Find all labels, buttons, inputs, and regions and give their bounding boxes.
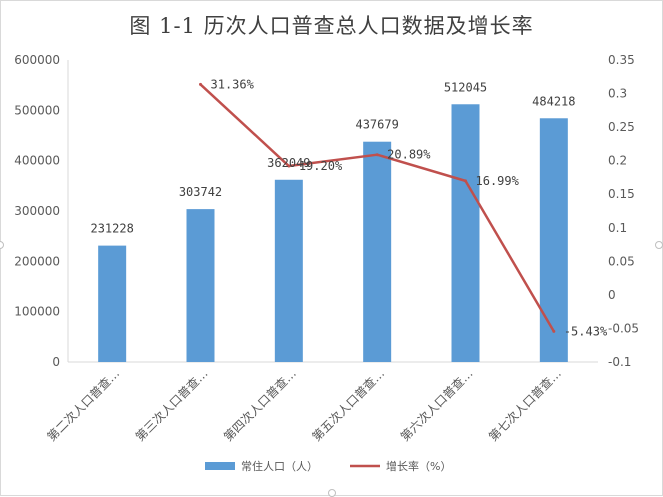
bar-data-label: 437679 <box>355 118 398 132</box>
left-tick-label: 200000 <box>14 254 60 268</box>
line-point <box>287 164 291 168</box>
bar-data-label: 484218 <box>532 94 575 108</box>
line-data-label: 19.20% <box>299 159 343 173</box>
right-tick-label: -0.05 <box>608 321 639 335</box>
bar <box>274 179 303 362</box>
category-label: 第六次人口普查… <box>398 366 476 444</box>
right-tick-label: 0.3 <box>608 87 627 101</box>
line-point <box>375 153 379 157</box>
line-point <box>199 82 202 86</box>
left-tick-label: 400000 <box>14 154 60 168</box>
legend-swatch-population <box>205 462 235 470</box>
left-tick-label: 300000 <box>14 204 60 218</box>
left-tick-label: 600000 <box>14 53 60 67</box>
category-label: 第三次人口普查… <box>133 366 211 444</box>
right-tick-label: 0.35 <box>608 53 635 67</box>
bar <box>98 245 127 362</box>
bar <box>363 141 392 362</box>
bar <box>186 209 215 362</box>
line-point <box>552 329 556 333</box>
right-tick-label: 0.2 <box>608 154 627 168</box>
left-tick-label: 500000 <box>14 103 60 117</box>
right-tick-label: 0.15 <box>608 187 635 201</box>
category-label: 第七次人口普查… <box>486 366 564 444</box>
category-label: 第二次人口普查… <box>44 366 122 444</box>
line-data-label: 31.36% <box>211 77 255 91</box>
line-data-label: -5.43% <box>564 324 608 338</box>
chart-title: 图 1-1 历次人口普查总人口数据及增长率 <box>129 14 534 38</box>
bar-data-label: 512045 <box>444 80 487 94</box>
bar <box>539 118 568 362</box>
category-label: 第四次人口普查… <box>221 366 299 444</box>
line-data-label: 16.99% <box>476 174 520 188</box>
legend-label-population: 常住人口（人） <box>241 459 318 473</box>
line-data-label: 20.89% <box>387 148 431 162</box>
category-label: 第五次人口普查… <box>309 366 387 444</box>
bar <box>451 104 480 362</box>
left-tick-label: 100000 <box>14 305 60 319</box>
bar-data-label: 231228 <box>90 222 133 236</box>
bar-data-label: 303742 <box>179 185 222 199</box>
resize-handle-right[interactable] <box>655 241 663 249</box>
right-tick-label: 0 <box>608 288 616 302</box>
line-point <box>464 179 467 183</box>
bar-data-label: 362049 <box>267 156 310 170</box>
right-tick-label: -0.1 <box>608 355 631 369</box>
legend-label-growth-rate: 增长率（%） <box>386 459 451 473</box>
right-tick-label: 0.05 <box>608 254 635 268</box>
right-tick-label: 0.25 <box>608 120 635 134</box>
right-tick-label: 0.1 <box>608 221 627 235</box>
left-tick-label: 0 <box>52 355 60 369</box>
